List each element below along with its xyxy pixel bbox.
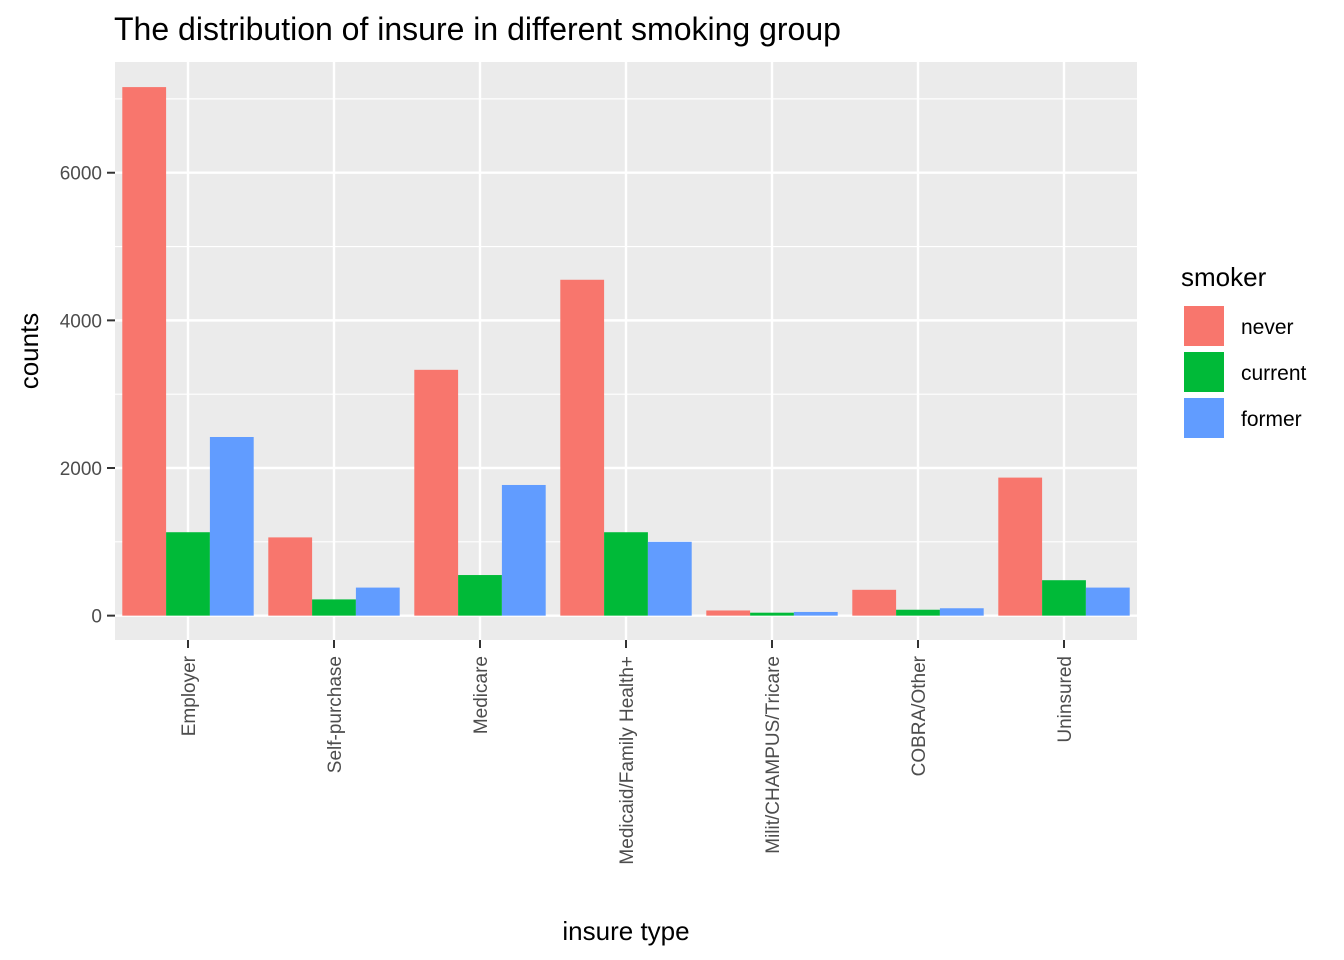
legend-key-never bbox=[1182, 304, 1226, 348]
chart-title: The distribution of insure in different … bbox=[114, 11, 841, 47]
bar-former bbox=[939, 608, 984, 616]
x-tick-label: Employer bbox=[179, 655, 200, 736]
y-tick-label: 0 bbox=[91, 607, 102, 628]
bar-current bbox=[896, 609, 940, 616]
bar-current bbox=[312, 599, 356, 616]
bar-former bbox=[647, 541, 692, 616]
x-tick-label: Medicaid/Family Health+ bbox=[617, 656, 638, 865]
bar-never bbox=[414, 369, 459, 616]
bar-never bbox=[122, 87, 167, 616]
x-tick-label: Medicare bbox=[471, 656, 492, 734]
bars bbox=[122, 87, 1130, 616]
legend-key-current bbox=[1182, 350, 1226, 394]
x-axis: Employer Self-purchase Medicare Medicaid/Fa… bbox=[179, 640, 1076, 865]
bar-former bbox=[501, 484, 546, 616]
legend-label-never: never bbox=[1241, 316, 1294, 339]
x-tick-label: COBRA/Other bbox=[909, 655, 930, 776]
y-tick-label: 6000 bbox=[60, 164, 102, 185]
bar-former bbox=[793, 611, 838, 616]
x-tick-label: Self-purchase bbox=[325, 656, 346, 773]
legend-label-current: current bbox=[1241, 362, 1307, 385]
y-tick-label: 4000 bbox=[60, 311, 102, 332]
bar-current bbox=[750, 612, 794, 616]
bar-never bbox=[998, 477, 1043, 616]
y-axis: 0 2000 4000 6000 bbox=[60, 164, 115, 628]
y-tick-label: 2000 bbox=[60, 459, 102, 480]
x-tick-label: Milit/CHAMPUS/Tricare bbox=[763, 656, 784, 854]
legend-label-former: former bbox=[1241, 408, 1302, 431]
bar-current bbox=[458, 575, 502, 616]
x-tick-label: Uninsured bbox=[1055, 656, 1076, 743]
bar-never bbox=[852, 589, 897, 616]
bar-never bbox=[268, 537, 313, 616]
legend: smoker never current former bbox=[1181, 262, 1307, 440]
bar-current bbox=[1042, 580, 1086, 616]
bar-never bbox=[706, 610, 751, 616]
legend-title: smoker bbox=[1181, 262, 1267, 292]
y-axis-title: counts bbox=[14, 313, 44, 390]
bar-current bbox=[166, 532, 210, 616]
x-axis-title: insure type bbox=[562, 916, 689, 946]
bar-never bbox=[560, 279, 605, 616]
legend-key-former bbox=[1182, 396, 1226, 440]
bar-former bbox=[355, 587, 400, 616]
gridlines bbox=[115, 62, 1137, 640]
bar-former bbox=[209, 436, 254, 616]
bar-current bbox=[604, 532, 648, 616]
bar-former bbox=[1085, 587, 1130, 616]
